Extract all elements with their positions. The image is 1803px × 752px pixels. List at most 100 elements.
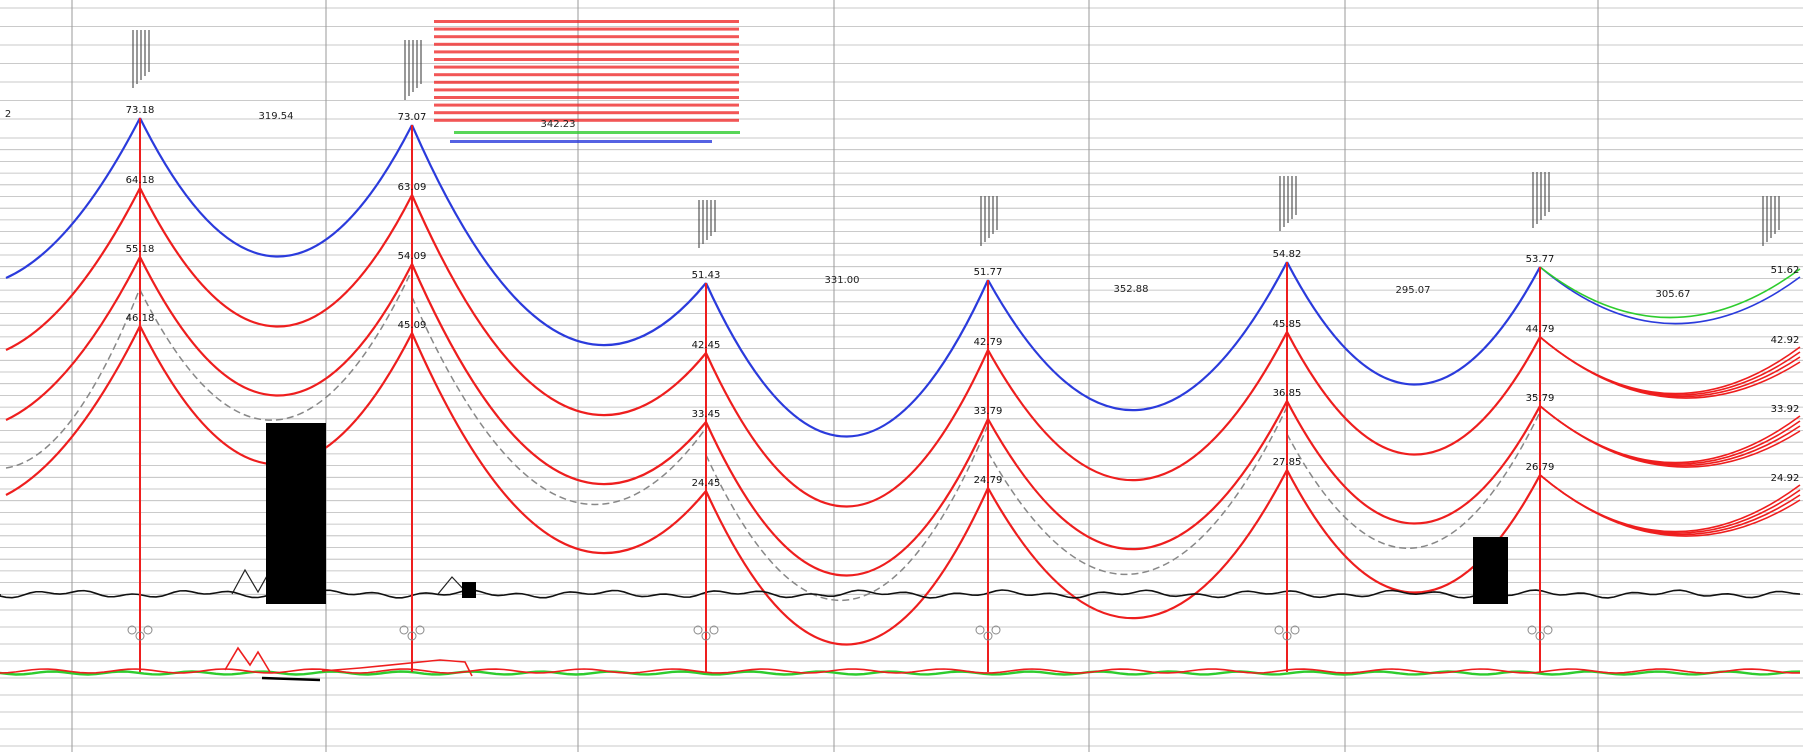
annotation-stub: [984, 196, 986, 242]
annotation-stub: [1283, 176, 1285, 227]
annotation-stub: [1544, 172, 1546, 216]
legend-row: [434, 88, 739, 92]
obstacle-building: [1473, 537, 1508, 604]
tower-top-elevation: 51.62: [1771, 265, 1800, 276]
legend-row: [434, 103, 739, 107]
legend-row: [434, 50, 739, 54]
annotation-stub: [1532, 172, 1534, 228]
conductor-elevation: 24.45: [692, 478, 721, 489]
conductor-elevation: 33.79: [974, 406, 1003, 417]
conductor-elevation: 63.09: [398, 182, 427, 193]
annotation-stub: [140, 30, 142, 80]
conductor-elevation: 26.79: [1526, 462, 1555, 473]
conductor-curve: [5, 256, 1541, 577]
span-length: 295.07: [1396, 285, 1431, 296]
conductor-elevation: 42.79: [974, 337, 1003, 348]
annotation-stub: [996, 196, 998, 230]
tower-top-elevation: 54.82: [1273, 249, 1302, 260]
legend-row: [434, 80, 739, 84]
insulator-icon: [127, 625, 137, 635]
section-spike: [224, 646, 271, 673]
annotation-stub: [1778, 196, 1780, 230]
insulator-icon: [143, 625, 153, 635]
conductor-curve-end: [1539, 474, 1801, 537]
annotation-stub: [136, 30, 138, 84]
legend-row: [434, 111, 739, 115]
annotation-stub: [1540, 172, 1542, 220]
annotation-stub: [412, 40, 414, 92]
tower-annotation-texts: [132, 30, 1780, 248]
conductor-curve-end: [1539, 266, 1801, 325]
legend-row: [434, 20, 739, 23]
conductor-curve: [5, 187, 1541, 508]
conductor-elevation: 45.85: [1273, 319, 1302, 330]
green-curve: [1539, 266, 1801, 319]
annotation-stub: [1766, 196, 1768, 242]
conductor-elevation: 27.85: [1273, 457, 1302, 468]
insulator-icon: [1543, 625, 1553, 635]
conductor-elevation: 44.79: [1526, 324, 1555, 335]
insulator-icon: [1274, 625, 1284, 635]
span-length: 331.00: [825, 275, 860, 286]
annotation-stub: [980, 196, 982, 246]
insulator-icon: [983, 631, 993, 641]
conductor-elevation: 42.45: [692, 340, 721, 351]
annotation-stub: [1774, 196, 1776, 234]
span-length: 305.67: [1656, 289, 1691, 300]
legend-row: [434, 27, 739, 31]
conductor-elevation: 24.92: [1771, 473, 1800, 484]
annotation-stub: [702, 200, 704, 244]
legend-row: [434, 118, 739, 122]
conductor-elevation: 64.18: [126, 175, 155, 186]
annotation-stub: [1279, 176, 1281, 231]
span-length: 352.88: [1114, 284, 1149, 295]
left-edge-label: 2: [5, 109, 11, 120]
legend-row: [434, 35, 739, 39]
annotation-stub: [706, 200, 708, 240]
conductor-elevation: 24.79: [974, 475, 1003, 486]
annotation-stub: [132, 30, 134, 88]
legend-row-blue: [450, 140, 712, 143]
clearance-curve: [5, 269, 1541, 601]
vertical-grid: [71, 0, 1599, 752]
insulator-icon: [701, 631, 711, 641]
annotation-stub: [420, 40, 422, 84]
annotation-stub: [698, 200, 700, 248]
legend-row: [434, 73, 739, 77]
conductor-elevation: 36.85: [1273, 388, 1302, 399]
insulator-icon: [407, 631, 417, 641]
conductor-elevation: 46.18: [126, 313, 155, 324]
section-line-red: [0, 668, 1801, 674]
legend-row: [434, 96, 739, 99]
annotation-stub: [1295, 176, 1297, 215]
tower-top-elevation: 51.43: [692, 270, 721, 281]
insulator-icon: [709, 625, 719, 635]
insulator-icon: [415, 625, 425, 635]
conductor-curve-end: [1539, 405, 1801, 468]
elevation-labels: 73.18 64.18 55.18 46.18 73.07 63.09 54.09 45.09…: [126, 105, 1800, 489]
annotation-stub: [144, 30, 146, 76]
earth-wire-curve: [5, 117, 1541, 438]
tower-top-elevation: 53.77: [1526, 254, 1555, 265]
conductor-elevation: 54.09: [398, 251, 427, 262]
obstacle-building: [266, 423, 326, 604]
legend-row: [434, 58, 739, 61]
terrain-profile: [0, 423, 1801, 682]
obstacle-small: [462, 582, 476, 598]
insulator-icon: [991, 625, 1001, 635]
annotation-stub: [1762, 196, 1764, 246]
annotation-stub: [1548, 172, 1550, 212]
annotation-stub: [404, 40, 406, 100]
insulator-icon: [1290, 625, 1300, 635]
legend-row-green: [454, 131, 740, 134]
tower-top-elevation: 73.07: [398, 112, 427, 123]
midspan-label: 342.23: [541, 119, 576, 130]
annotation-stub: [148, 30, 150, 72]
annotation-stub: [416, 40, 418, 88]
annotation-stub: [1287, 176, 1289, 223]
annotation-stub: [992, 196, 994, 234]
conductor-elevation: 45.09: [398, 320, 427, 331]
section-dark: [261, 676, 321, 682]
conductor-curve-end: [1539, 336, 1801, 399]
